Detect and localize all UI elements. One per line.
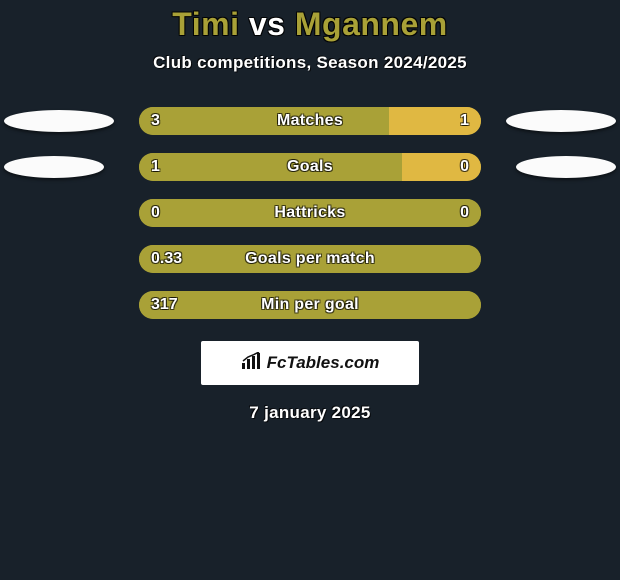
player1-marker [4,110,114,132]
player1-name: Timi [172,6,239,42]
stat-label: Goals per match [139,245,481,273]
badge-text: FcTables.com [267,353,380,373]
stat-label: Matches [139,107,481,135]
player2-name: Mgannem [295,6,448,42]
chart-icon [241,352,263,375]
player2-marker [506,110,616,132]
page-title: Timi vs Mgannem [0,6,620,43]
stat-bar: 317Min per goal [139,291,481,319]
date-text: 7 january 2025 [0,403,620,423]
player1-marker [4,156,104,178]
subtitle: Club competitions, Season 2024/2025 [0,53,620,73]
stat-row: 0.33Goals per match [0,245,620,273]
stat-bar: 00Hattricks [139,199,481,227]
source-badge[interactable]: FcTables.com [201,341,419,385]
player2-marker [516,156,616,178]
stats-card: Timi vs Mgannem Club competitions, Seaso… [0,0,620,423]
stat-row: 00Hattricks [0,199,620,227]
vs-text: vs [249,6,286,42]
stat-bar: 10Goals [139,153,481,181]
stat-row: 317Min per goal [0,291,620,319]
stat-row: 10Goals [0,153,620,181]
stat-label: Hattricks [139,199,481,227]
stat-bar: 0.33Goals per match [139,245,481,273]
stat-bar: 31Matches [139,107,481,135]
stat-label: Goals [139,153,481,181]
stat-rows: 31Matches 10Goals 00Hattricks 0.33Goals per… [0,107,620,319]
stat-row: 31Matches [0,107,620,135]
stat-label: Min per goal [139,291,481,319]
